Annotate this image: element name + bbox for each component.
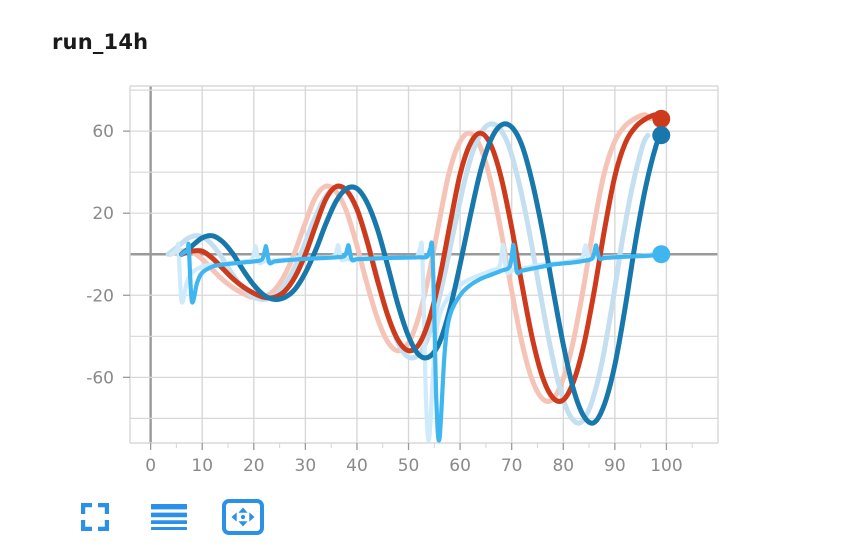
- x-tick-label: 10: [191, 456, 213, 476]
- pan-icon[interactable]: [220, 494, 266, 540]
- endpoint-dot-red: [652, 109, 671, 128]
- y-tick-label: 20: [92, 204, 114, 224]
- lines-icon[interactable]: [146, 494, 192, 540]
- y-tick-label: -60: [86, 368, 114, 388]
- x-tick-label: 90: [604, 456, 626, 476]
- fullscreen-icon[interactable]: [72, 494, 118, 540]
- x-tick-label: 30: [295, 456, 317, 476]
- x-tick-label: 70: [501, 456, 523, 476]
- chart-svg[interactable]: 0 10 20 30 40 50 60 70 80 90 100 60 20 -20 -60: [0, 60, 856, 480]
- series-line-blue: [179, 121, 664, 426]
- chart-toolbar: [72, 494, 266, 540]
- x-tick-label: 40: [346, 456, 368, 476]
- series-ghost-blue: [165, 121, 651, 426]
- series-line-cyan: [179, 240, 664, 443]
- series-lines: [179, 112, 664, 443]
- series-endpoints: [652, 109, 671, 264]
- x-tick-label: 20: [243, 456, 265, 476]
- x-tick-label: 50: [398, 456, 420, 476]
- axis-ticks: 0 10 20 30 40 50 60 70 80 90 100 60 20 -20 -60: [86, 122, 693, 476]
- series-ghosts: [165, 112, 654, 443]
- endpoint-dot-cyan: [652, 245, 671, 264]
- plot-area[interactable]: 0 10 20 30 40 50 60 70 80 90 100 60 20 -20 -60: [0, 60, 856, 480]
- y-tick-label: 60: [92, 122, 114, 142]
- endpoint-dot-blue: [652, 126, 671, 145]
- page-title: run_14h: [52, 30, 149, 54]
- x-tick-label: 60: [449, 456, 471, 476]
- x-tick-label: 80: [552, 456, 574, 476]
- x-tick-label: 0: [145, 456, 156, 476]
- y-tick-label: -20: [86, 286, 114, 306]
- x-tick-label: 100: [650, 456, 682, 476]
